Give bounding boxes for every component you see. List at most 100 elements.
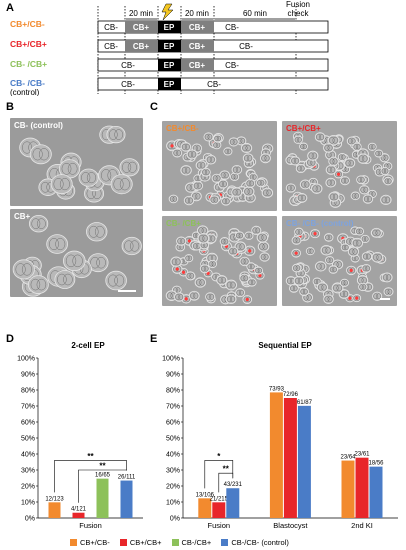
legend-swatch (171, 539, 179, 546)
y-tick-label: 30% (21, 468, 35, 475)
y-tick-label: 100% (17, 356, 35, 363)
y-tick-label: 70% (166, 404, 180, 411)
bar (269, 392, 283, 518)
row-label-0: CB+/CB- (10, 19, 45, 29)
bar (48, 502, 61, 518)
row-label-2: CB- /CB+ (10, 59, 47, 69)
svg-text:CB-: CB- (207, 80, 221, 89)
data-label: 61/87 (297, 400, 313, 406)
svg-text:CB+: CB+ (189, 23, 206, 32)
bar (355, 457, 369, 518)
y-tick-label: 80% (166, 388, 180, 395)
legend-label: CB-/CB+ (181, 538, 212, 547)
significance-bracket (204, 460, 234, 489)
schedule-row-0: CB- CB+ EP CB+ CB- (97, 20, 329, 34)
legend-label: CB+/CB- (80, 538, 110, 547)
svg-text:CB-: CB- (225, 61, 239, 70)
micro-label-b-cbplus: CB+ (14, 212, 31, 221)
svg-text:CB-: CB- (121, 80, 135, 89)
legend-item: CB-/CB+ (171, 537, 212, 548)
chart-title: 2-cell EP (71, 341, 105, 350)
legend-label: CB+/CB+ (129, 538, 162, 547)
bar (212, 502, 226, 518)
svg-text:CB+: CB+ (189, 42, 206, 51)
y-tick-label: 70% (21, 404, 35, 411)
y-tick-label: 10% (166, 500, 180, 507)
legend-swatch (70, 539, 77, 546)
panel-d-letter: D (6, 333, 14, 345)
bar (226, 488, 240, 518)
significance-bracket (78, 469, 127, 503)
chart-legend: CB+/CB- CB+/CB+ CB-/CB+ CB-/CB- (control) (70, 537, 289, 548)
micro-image-c-3: CB- /CB- (control) (282, 216, 397, 306)
svg-text:CB-: CB- (104, 23, 118, 32)
bar (369, 466, 383, 518)
micro-image-c-2: CB- /CB+ (162, 216, 277, 306)
schedule-row-3: CB- EP CB- (97, 77, 329, 91)
schedule-diagram: 20 min 20 min 60 min Fusion check CB+/CB… (10, 0, 329, 96)
control-note: (control) (10, 88, 40, 96)
panel-c-letter: C (150, 101, 158, 113)
svg-text:CB-: CB- (104, 42, 118, 51)
panel-b-letter: B (6, 101, 14, 113)
y-tick-label: 50% (166, 436, 180, 443)
scale-bar-c (380, 298, 390, 300)
y-tick-label: 40% (21, 452, 35, 459)
header-60min: 60 min (243, 9, 267, 18)
header-20min-right: 20 min (185, 9, 209, 18)
x-tick-label: Blastocyst (273, 521, 308, 530)
y-tick-label: 90% (21, 372, 35, 379)
svg-text:EP: EP (164, 80, 175, 89)
micro-label-b-control: CB- (control) (14, 121, 63, 130)
scale-bar (118, 290, 136, 292)
data-label: 26/111 (118, 475, 136, 481)
legend-swatch (221, 539, 229, 546)
data-label: 23/61 (354, 452, 370, 458)
y-tick-label: 10% (21, 500, 35, 507)
data-label: 18/56 (368, 461, 384, 467)
y-tick-label: 40% (166, 452, 180, 459)
data-label: 13/106 (196, 492, 215, 498)
bar (283, 398, 297, 518)
y-tick-label: 0% (25, 516, 35, 523)
x-tick-label: 2nd KI (351, 521, 373, 530)
significance-mark: ** (99, 462, 106, 471)
svg-text:CB-: CB- (239, 42, 253, 51)
bar (120, 480, 133, 518)
y-tick-label: 20% (166, 484, 180, 491)
significance-mark: ** (223, 465, 230, 474)
bar (96, 478, 109, 518)
legend-swatch (119, 539, 127, 546)
svg-text:CB+: CB+ (133, 42, 150, 51)
y-tick-label: 0% (170, 516, 180, 523)
header-check: check (288, 9, 310, 18)
schedule-row-1: CB- CB+ EP CB+ CB- (97, 39, 329, 53)
y-tick-label: 30% (166, 468, 180, 475)
panel-a-letter: A (6, 2, 14, 14)
legend-item: CB+/CB+ (119, 537, 162, 548)
significance-bracket (54, 460, 127, 493)
bar (72, 512, 85, 518)
y-tick-label: 20% (21, 484, 35, 491)
y-tick-label: 60% (21, 420, 35, 427)
data-label: 12/123 (45, 496, 64, 502)
data-label: 21/215 (210, 496, 229, 502)
header-fusion: Fusion (286, 0, 310, 9)
panel-e-letter: E (150, 333, 158, 345)
chart-2cell-ep: 2-cell EP 0% 10% 20% 30% 40% 50% 60% 70% 80% 90% 10… (17, 341, 143, 530)
data-label: 16/65 (95, 473, 111, 479)
legend-item: CB-/CB- (control) (221, 537, 289, 548)
bar (341, 460, 355, 518)
bar (297, 405, 311, 518)
header-20min-left: 20 min (129, 9, 153, 18)
y-tick-label: 90% (166, 372, 180, 379)
data-label: 43/231 (224, 482, 243, 488)
significance-mark: * (217, 452, 221, 461)
data-label: 72/96 (283, 392, 299, 398)
micro-label-c-0: CB+/CB- (166, 124, 199, 133)
svg-text:EP: EP (164, 42, 175, 51)
micro-image-c-1: CB+/CB+ (282, 121, 397, 211)
y-tick-label: 60% (166, 420, 180, 427)
significance-bracket (218, 472, 234, 493)
micro-label-c-2: CB- /CB+ (166, 219, 201, 228)
